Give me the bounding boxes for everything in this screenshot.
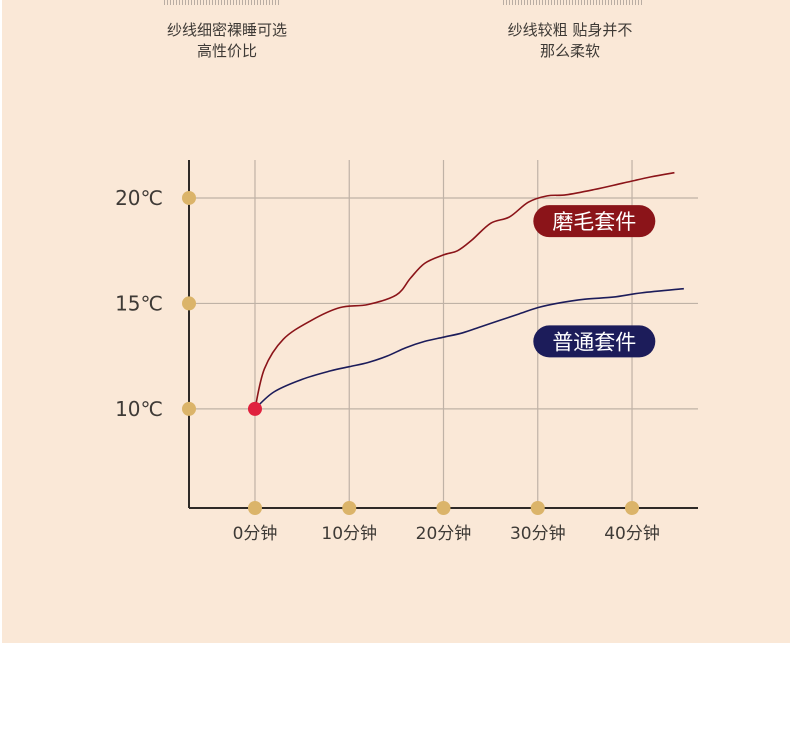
- x-tick-marker-0: [247, 501, 262, 515]
- right-fabric-caption: 纱线较粗 贴身并不 那么柔软: [460, 20, 680, 62]
- regular-set-line: [254, 287, 684, 410]
- regular-set-label-pill: [533, 325, 656, 358]
- x-tick-label-3: 30分钟: [510, 524, 566, 544]
- y-tick-marker-1: [182, 296, 196, 311]
- x-tick-marker-3: [530, 501, 545, 515]
- x-tick-marker-4: [625, 501, 640, 515]
- x-tick-label-4: 40分钟: [604, 524, 660, 544]
- regular-fabric-swatch: [503, 0, 644, 5]
- brushed-fabric-swatch: [164, 0, 281, 5]
- chart-panel: 纱线细密裸睡可选 高性价比 纱线较粗 贴身并不 那么柔软 10℃ 15℃ 20℃ 0分…: [2, 0, 790, 643]
- y-tick-label-0: 10℃: [115, 397, 163, 421]
- right-caption-line-2: 那么柔软: [539, 42, 600, 60]
- series-lines: [254, 171, 684, 410]
- y-tick-label-1: 15℃: [115, 291, 163, 315]
- y-tick-marker-0: [182, 401, 196, 416]
- x-tick-label-0: 0分钟: [233, 524, 278, 544]
- y-tick-label-2: 20℃: [115, 186, 163, 210]
- y-tick-marker-2: [182, 190, 196, 205]
- chart-grid: [189, 160, 698, 508]
- axis-markers: [182, 190, 640, 515]
- left-fabric-caption: 纱线细密裸睡可选 高性价比: [117, 20, 337, 62]
- brushed-set-label-pill: [533, 205, 656, 238]
- regular-set-label: 普通套件: [552, 330, 636, 354]
- x-tick-label-2: 20分钟: [416, 524, 472, 544]
- x-tick-marker-1: [342, 501, 357, 515]
- start-point: [247, 401, 262, 416]
- x-tick-label-1: 10分钟: [321, 524, 377, 544]
- brushed-set-label: 磨毛套件: [552, 210, 636, 234]
- right-caption-line-1: 纱线较粗 贴身并不: [507, 21, 633, 39]
- brushed-set-line: [254, 171, 675, 410]
- x-tick-marker-2: [436, 501, 451, 515]
- left-caption-line-2: 高性价比: [196, 42, 257, 60]
- left-caption-line-1: 纱线细密裸睡可选: [166, 21, 287, 39]
